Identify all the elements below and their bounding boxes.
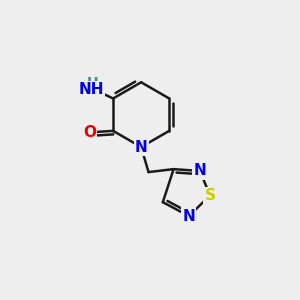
Text: H: H (87, 76, 98, 90)
Text: N: N (194, 164, 206, 178)
Text: N: N (135, 140, 148, 154)
Text: N: N (182, 208, 195, 224)
Text: S: S (205, 188, 215, 203)
Text: NH: NH (78, 82, 104, 97)
Text: O: O (83, 125, 96, 140)
